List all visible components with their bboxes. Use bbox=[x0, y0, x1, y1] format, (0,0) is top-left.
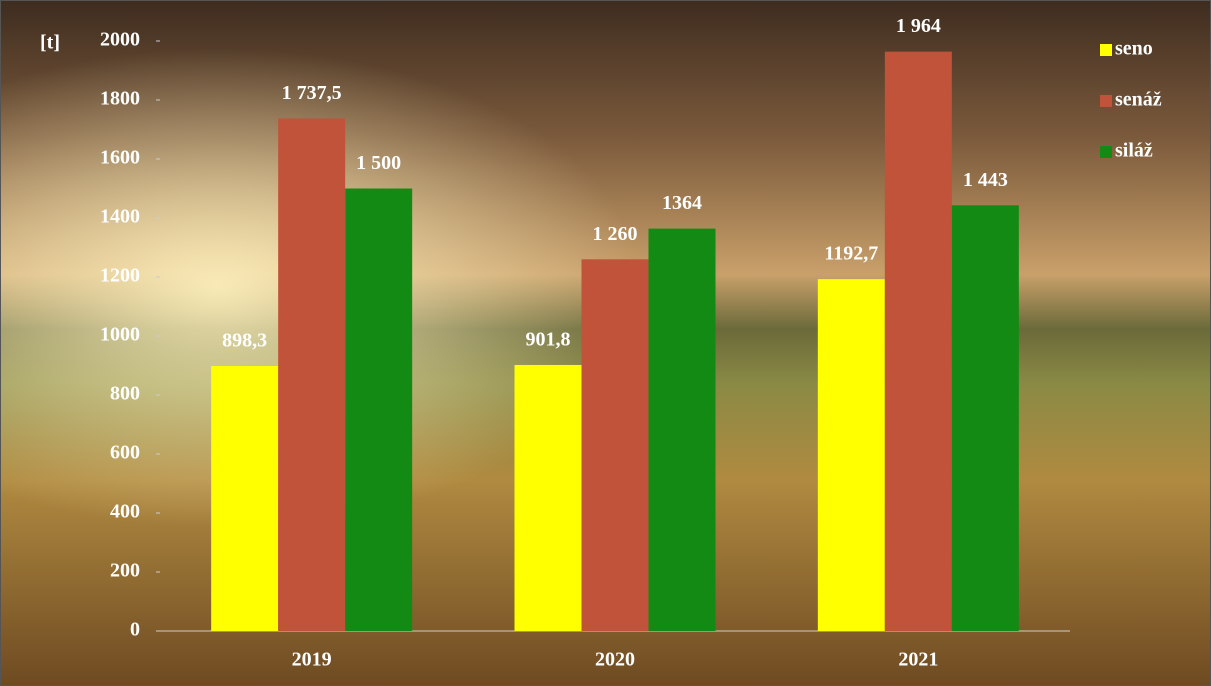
y-tick-label: 1200 bbox=[100, 265, 140, 287]
x-tick-label: 2021 bbox=[898, 649, 938, 671]
x-tick-label: 2020 bbox=[595, 649, 635, 671]
value-label: 1 443 bbox=[963, 169, 1008, 191]
value-label: 898,3 bbox=[222, 330, 267, 352]
legend-swatch bbox=[1100, 95, 1112, 107]
value-label: 901,8 bbox=[526, 329, 571, 351]
bar bbox=[817, 279, 885, 631]
y-tick-label: 0 bbox=[130, 619, 140, 641]
value-label: 1364 bbox=[662, 192, 702, 214]
legend-label: siláž bbox=[1115, 140, 1153, 162]
y-tick-label: 800 bbox=[110, 383, 140, 405]
legend-label: seno bbox=[1115, 38, 1153, 60]
bar bbox=[951, 205, 1019, 631]
legend-swatch bbox=[1100, 44, 1112, 56]
bar bbox=[514, 364, 582, 631]
value-label: 1 964 bbox=[896, 15, 941, 37]
value-label: 1 737,5 bbox=[282, 82, 342, 104]
bar bbox=[345, 188, 413, 631]
bar bbox=[581, 259, 649, 631]
y-tick-label: 1600 bbox=[100, 147, 140, 169]
y-tick-label: 1400 bbox=[100, 206, 140, 228]
bar bbox=[211, 366, 279, 631]
y-axis-label: [t] bbox=[40, 32, 60, 54]
legend-label: senáž bbox=[1115, 89, 1162, 111]
value-label: 1 500 bbox=[356, 152, 401, 174]
bar bbox=[278, 118, 346, 631]
bar bbox=[648, 228, 716, 631]
legend-swatch bbox=[1100, 146, 1112, 158]
y-tick-label: 1000 bbox=[100, 324, 140, 346]
y-tick-label: 200 bbox=[110, 560, 140, 582]
y-tick-label: 600 bbox=[110, 442, 140, 464]
y-tick-label: 2000 bbox=[100, 29, 140, 51]
bar bbox=[884, 51, 952, 632]
y-tick-label: 1800 bbox=[100, 88, 140, 110]
x-tick-label: 2019 bbox=[292, 649, 332, 671]
value-label: 1 260 bbox=[593, 223, 638, 245]
y-tick-label: 400 bbox=[110, 501, 140, 523]
value-label: 1192,7 bbox=[824, 243, 878, 265]
